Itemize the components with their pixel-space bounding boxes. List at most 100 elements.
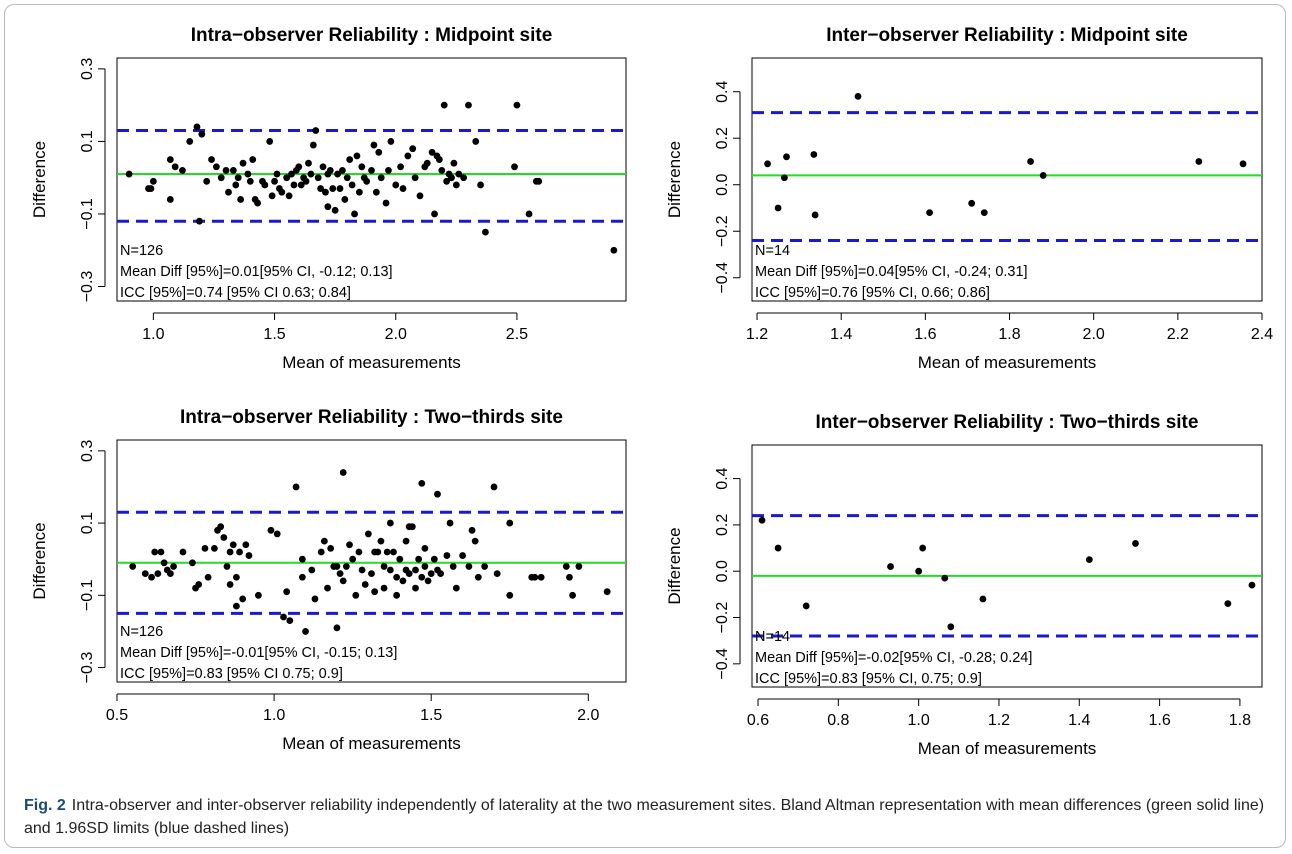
data-point [525,210,533,218]
plot-frame [751,57,1263,302]
data-point [342,563,350,570]
data-point [211,544,218,552]
data-point [232,181,240,189]
data-point [854,92,862,100]
data-point [418,479,426,487]
data-point [186,138,194,145]
data-point [305,159,312,167]
data-point [979,595,987,603]
y-tick-label: −0.4 [714,648,731,680]
data-point [926,209,933,217]
data-point [339,577,347,585]
data-point [477,181,484,189]
data-point [141,570,149,578]
data-point [423,159,431,167]
data-point [383,548,391,556]
data-point [493,570,501,578]
data-point [402,537,410,545]
data-point [1039,172,1047,179]
data-point [421,544,429,552]
data-point [372,188,380,196]
data-point [149,177,157,185]
data-point [764,160,771,168]
data-point [179,167,186,174]
data-point [947,623,955,631]
data-point [326,167,334,174]
data-point [537,573,545,581]
data-point [511,163,518,171]
data-point [232,602,240,610]
x-tick-label: 1.4 [830,326,852,343]
data-point [802,602,810,610]
data-point [351,210,358,218]
data-point [438,167,446,174]
data-point [236,548,243,556]
data-point [331,206,339,214]
data-point [317,548,325,556]
data-point [312,127,320,134]
data-point [387,138,395,145]
data-point [811,211,819,219]
data-point [465,101,472,109]
x-tick-label: 1.0 [263,707,285,724]
data-point [431,210,438,218]
x-tick-label: 2.5 [506,326,528,343]
data-point [353,152,361,160]
data-point [941,574,949,582]
y-tick-label: 0.0 [714,560,731,582]
data-point [531,573,539,581]
data-point [380,584,388,592]
annotation-text: N=14 [755,243,790,259]
y-tick-label: −0.4 [714,262,731,294]
x-tick-label: 1.8 [1229,712,1251,729]
chart-panel: Intra−observer Reliability : Two−thirds … [30,407,627,753]
data-point [239,595,247,603]
data-point [1027,158,1034,165]
data-point [758,516,766,524]
x-tick-label: 2.2 [1167,326,1189,343]
data-point [603,588,611,596]
data-point [460,174,468,182]
data-point [363,177,371,185]
data-point [412,566,419,574]
data-point [297,181,305,189]
data-point [506,519,514,527]
data-point [452,584,460,592]
data-point [392,181,400,189]
annotation-text: ICC [95%]=0.83 [95% CI, 0.75; 0.9] [755,671,982,687]
data-point [415,555,423,563]
data-point [1195,158,1203,165]
data-point [314,174,322,182]
x-tick-label: 2.0 [385,326,407,343]
data-point [261,181,269,189]
data-point [217,523,225,531]
data-point [203,177,211,185]
data-point [290,181,298,189]
data-point [412,584,419,592]
y-tick-label: 0.4 [714,467,731,489]
data-point [355,548,363,556]
y-tick-label: −0.3 [79,271,96,303]
plot-frame [116,57,627,302]
data-point [154,570,162,578]
data-point [569,591,576,599]
data-point [195,581,203,588]
x-tick-label: 1.5 [420,707,442,724]
data-point [298,555,306,563]
x-tick-label: 1.2 [988,712,1010,729]
annotation-text: Mean Diff [95%]=0.01[95% CI, -0.12; 0.13… [120,264,393,280]
data-point [535,177,543,185]
data-point [170,563,177,570]
x-tick-label: 1.4 [1068,712,1090,729]
data-point [148,573,155,581]
data-point [223,563,231,570]
data-point [239,159,247,167]
data-point [427,570,435,578]
data-point [171,163,179,171]
annotation-text: Mean Diff [95%]=-0.01[95% CI, -0.15; 0.1… [120,645,397,661]
data-point [125,170,133,178]
data-point [377,537,385,545]
data-point [405,570,413,578]
data-point [968,199,976,207]
data-point [320,537,328,545]
